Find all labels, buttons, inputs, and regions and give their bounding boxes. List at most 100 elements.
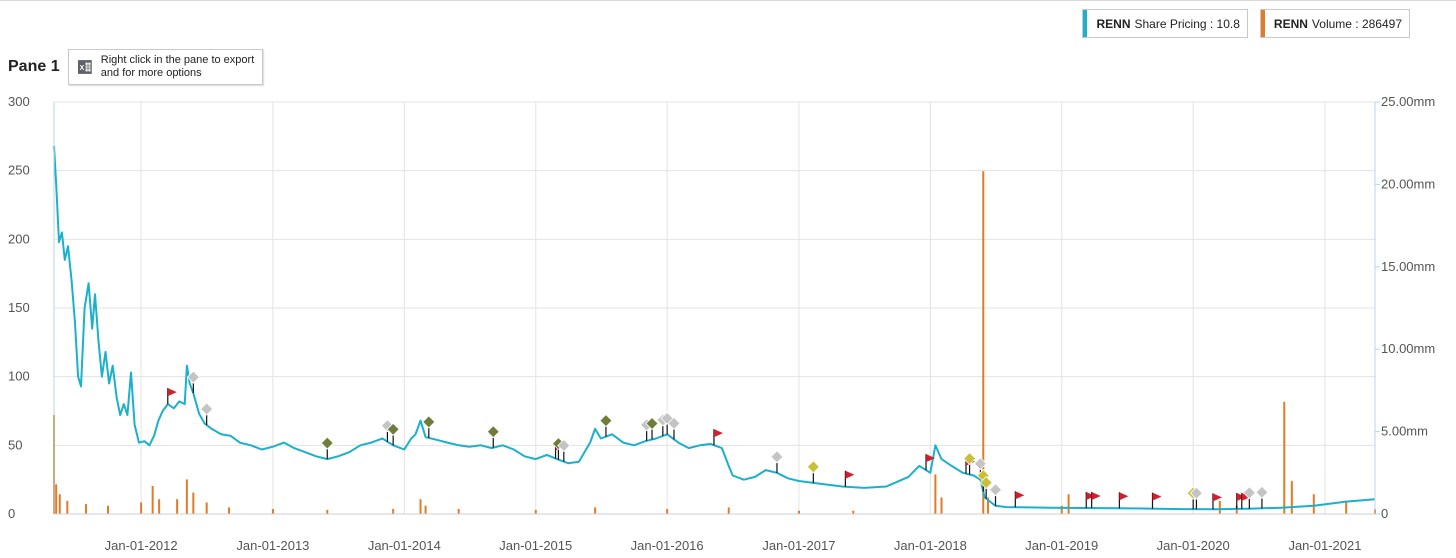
volume-bar <box>192 492 195 514</box>
volume-bar <box>934 474 937 514</box>
volume-bar <box>176 499 179 514</box>
volume-bar <box>797 510 800 514</box>
x-tick-label: Jan-01-2012 <box>105 538 178 553</box>
legend-swatch-share-pricing <box>1083 10 1088 37</box>
volume-bar <box>227 507 230 514</box>
event-diamond <box>1242 486 1256 500</box>
y-left-tick-label: 50 <box>8 437 22 452</box>
volume-bar <box>1067 494 1070 514</box>
volume-bar <box>185 479 188 514</box>
svg-text:X: X <box>80 65 85 72</box>
volume-bar <box>666 509 669 514</box>
x-tick-label: Jan-01-2019 <box>1025 538 1098 553</box>
volume-bar <box>158 499 161 514</box>
event-diamond <box>973 457 987 471</box>
volume-bar <box>66 500 69 514</box>
event-diamond <box>988 483 1003 497</box>
event-flag <box>1241 492 1251 501</box>
event-flag <box>1015 491 1025 500</box>
volume-bar <box>140 502 143 514</box>
chart-grid <box>54 101 1380 515</box>
volume-bar <box>1290 481 1293 514</box>
event-flag <box>845 470 855 479</box>
event-flag <box>1212 493 1222 502</box>
x-tick-label: Jan-01-2018 <box>894 538 967 553</box>
volume-bar <box>107 505 110 514</box>
event-flag <box>926 454 936 463</box>
volume-bar <box>534 509 537 514</box>
event-diamond <box>770 450 784 464</box>
event-diamond <box>422 415 436 429</box>
chart-legend: RENN Share Pricing : 10.8 RENN Volume : … <box>1082 9 1410 38</box>
volume-bar <box>982 171 985 514</box>
volume-bar <box>852 510 855 514</box>
volume-bar <box>55 484 58 514</box>
y-right-tick-label: 0 <box>1381 506 1388 521</box>
x-tick-label: Jan-01-2015 <box>499 538 572 553</box>
event-diamond <box>186 370 200 384</box>
event-diamond <box>200 402 214 416</box>
y-left-tick-label: 150 <box>8 300 30 315</box>
volume-bar <box>271 509 274 514</box>
event-diamond <box>660 411 674 425</box>
y-right-tick-label: 25.00mm <box>1381 94 1435 109</box>
volume-bar <box>1312 494 1315 514</box>
y-right-tick-label: 20.00mm <box>1381 176 1435 191</box>
x-tick-label: Jan-01-2013 <box>236 538 309 553</box>
event-diamond <box>386 422 400 436</box>
chart-axes: 0 50 100 150 200 250 300 0 5.00mm 10.00mm 15.00mm 2… <box>8 94 1435 553</box>
legend-item-share-pricing[interactable]: RENN Share Pricing : 10.8 <box>1082 9 1248 38</box>
y-right-tick-label: 10.00mm <box>1381 341 1435 356</box>
legend-ticker: RENN <box>1096 16 1131 31</box>
x-tick-label: Jan-01-2014 <box>368 538 441 553</box>
legend-ticker: RENN <box>1273 16 1308 31</box>
event-diamond <box>645 416 659 431</box>
volume-bar <box>58 494 61 514</box>
pane-title: Pane 1 <box>8 58 60 75</box>
event-flag <box>1091 492 1101 501</box>
legend-swatch-volume <box>1260 10 1265 37</box>
event-flag <box>1152 492 1162 501</box>
volume-series <box>53 171 1376 514</box>
volume-bar <box>85 504 88 514</box>
y-left-tick-label: 200 <box>8 231 30 246</box>
export-hint-button[interactable]: X Right click in the pane to export and … <box>68 49 263 85</box>
legend-item-volume[interactable]: RENN Volume : 286497 <box>1259 9 1410 38</box>
share-pricing-line <box>53 145 1376 511</box>
y-left-tick-label: 0 <box>8 506 15 521</box>
y-left-tick-label: 300 <box>8 94 30 109</box>
volume-bar <box>151 485 154 514</box>
event-diamond <box>1255 485 1269 499</box>
event-diamond <box>599 414 613 428</box>
event-diamond <box>1189 486 1203 500</box>
volume-bar <box>940 497 943 514</box>
volume-bar <box>392 509 395 514</box>
event-diamond <box>806 460 820 474</box>
volume-bar <box>205 502 208 514</box>
event-flag <box>167 388 177 397</box>
event-flag <box>1086 491 1096 500</box>
excel-icon: X <box>78 60 92 74</box>
volume-bar <box>424 505 427 514</box>
event-markers <box>167 370 1269 510</box>
legend-label: Volume : 286497 <box>1311 16 1402 31</box>
event-diamond <box>486 425 500 439</box>
event-flag <box>713 429 723 438</box>
event-diamond <box>667 416 681 430</box>
y-left-tick-label: 100 <box>8 369 30 384</box>
volume-bar <box>727 507 730 514</box>
volume-bar <box>1283 401 1286 514</box>
x-tick-label: Jan-01-2021 <box>1288 538 1361 553</box>
top-rule <box>0 0 1456 1</box>
export-hint-text: Right click in the pane to export and fo… <box>100 54 255 79</box>
event-diamond <box>557 439 571 453</box>
volume-bar <box>594 507 597 514</box>
event-diamond <box>320 436 334 450</box>
y-left-tick-label: 250 <box>8 163 30 178</box>
event-diamond <box>979 476 993 490</box>
x-tick-label: Jan-01-2020 <box>1157 538 1230 553</box>
volume-bar <box>326 509 329 514</box>
volume-bar <box>986 497 989 514</box>
y-right-tick-label: 5.00mm <box>1381 424 1428 439</box>
